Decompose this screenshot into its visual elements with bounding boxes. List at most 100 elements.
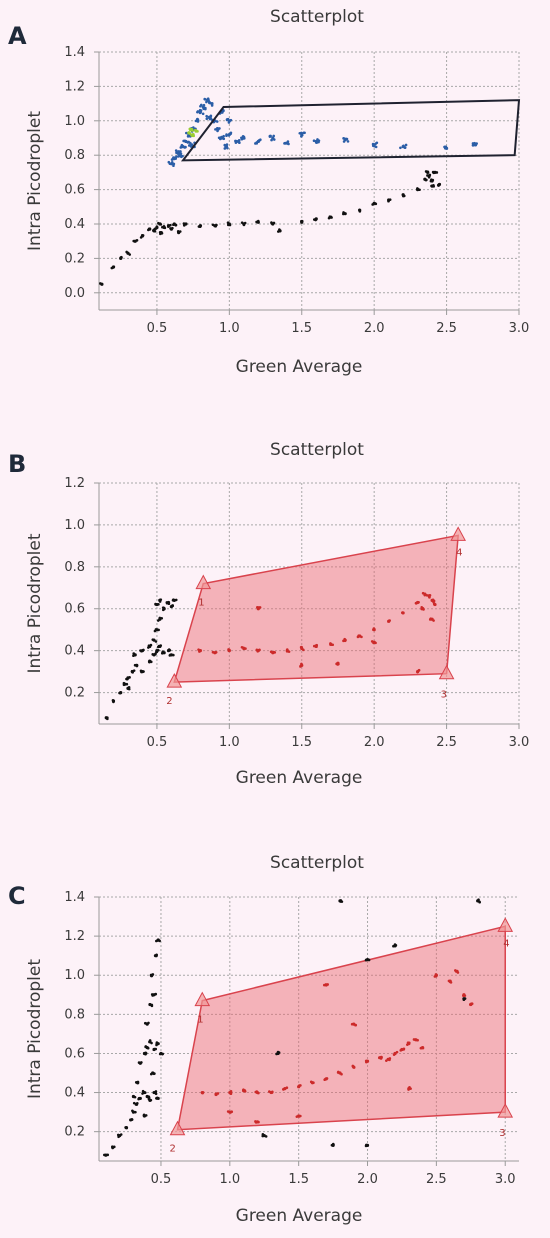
data-point-black: [427, 175, 431, 179]
data-point-blue: [174, 157, 178, 160]
data-point-black: [159, 232, 162, 236]
data-point-black: [169, 227, 172, 230]
data-point-black: [172, 223, 175, 227]
y-tick-label: 0.6: [64, 1046, 85, 1061]
data-point-black: [477, 898, 480, 902]
data-point-black: [430, 184, 433, 188]
data-point-black: [132, 1095, 135, 1098]
x-tick-label: 2.0: [364, 735, 385, 750]
data-point-black: [155, 650, 158, 654]
data-point-red: [340, 1072, 343, 1076]
data-point-green: [193, 128, 197, 132]
data-point-black: [278, 229, 282, 233]
data-point-black: [150, 1041, 153, 1045]
data-point-black: [140, 670, 143, 674]
data-point-blue: [345, 137, 349, 141]
data-point-red: [388, 1058, 391, 1062]
x-tick-label: 0.5: [147, 321, 168, 336]
chart-title: Scatterplot: [270, 440, 364, 460]
x-tick-label: 2.5: [436, 735, 457, 750]
data-point-black: [462, 998, 466, 1002]
data-point-black: [270, 221, 273, 224]
data-point-red: [449, 981, 453, 984]
data-point-black: [136, 1081, 140, 1085]
data-point-red: [374, 641, 377, 645]
gate-polygon: [173, 534, 460, 683]
data-point-blue: [226, 146, 229, 150]
data-point-black: [432, 171, 436, 175]
y-tick-label: 0.2: [64, 686, 85, 701]
data-point-black: [130, 1118, 134, 1121]
data-point-black: [151, 994, 154, 997]
data-point-black: [120, 256, 123, 259]
y-tick-label: 1.0: [64, 518, 85, 533]
data-point-blue: [287, 142, 290, 146]
data-point-red: [350, 1022, 354, 1026]
data-point-blue: [312, 139, 316, 143]
data-point-red: [273, 651, 277, 654]
x-tick-label: 1.0: [219, 735, 240, 750]
data-point-red: [229, 1090, 233, 1093]
y-axis-label: Intra Picodroplet: [25, 533, 45, 673]
data-point-blue: [196, 110, 200, 113]
data-point-black: [226, 221, 230, 225]
data-point-blue: [475, 142, 478, 145]
gate-polygon: [180, 99, 521, 162]
data-point-blue: [223, 147, 227, 150]
gate-polygon: [176, 925, 506, 1131]
data-point-black: [147, 227, 151, 231]
data-point-black: [184, 222, 188, 226]
data-point-black: [163, 226, 167, 230]
data-point-black: [133, 240, 137, 243]
data-point-black: [392, 944, 395, 948]
data-point-black: [160, 651, 164, 655]
data-point-red: [428, 593, 432, 597]
data-point-black: [155, 939, 158, 943]
data-point-black: [148, 1040, 151, 1044]
data-point-black: [176, 229, 180, 233]
data-point-red: [309, 1080, 313, 1084]
data-point-black: [140, 649, 143, 653]
y-tick-label: 0.2: [64, 1125, 85, 1140]
data-point-red: [312, 1081, 315, 1085]
data-point-black: [147, 1097, 151, 1101]
gate-vertex-label: 3: [441, 690, 447, 701]
data-point-blue: [172, 162, 176, 166]
data-point-black: [145, 1022, 148, 1025]
data-point-blue: [229, 118, 233, 122]
data-point-blue: [174, 149, 178, 152]
x-tick-label: 1.0: [219, 1172, 240, 1187]
data-point-red: [395, 1050, 399, 1054]
data-point-blue: [194, 119, 198, 123]
data-point-blue: [171, 157, 174, 161]
data-point-black: [127, 687, 131, 690]
y-tick-label: 0.4: [64, 644, 85, 659]
data-point-blue: [209, 114, 213, 118]
data-point-blue: [222, 134, 225, 138]
data-point-black: [157, 603, 160, 606]
gate-vertex-handle: [450, 526, 467, 541]
data-point-black: [139, 236, 143, 239]
data-point-red: [268, 1090, 271, 1093]
data-point-black: [161, 1052, 165, 1056]
x-tick-label: 1.0: [219, 321, 240, 336]
data-point-black: [140, 233, 144, 237]
y-tick-label: 1.4: [64, 45, 85, 60]
panel-label-b: B: [8, 450, 26, 478]
x-tick-label: 1.5: [291, 321, 312, 336]
data-point-black: [148, 660, 151, 664]
x-tick-label: 2.0: [364, 321, 385, 336]
data-point-black: [339, 900, 342, 903]
x-tick-label: 1.5: [288, 1172, 309, 1187]
data-point-black: [371, 203, 374, 206]
data-point-red: [216, 1092, 220, 1095]
data-point-red: [312, 644, 316, 648]
data-point-black: [428, 173, 432, 177]
data-point-red: [370, 640, 374, 643]
data-point-red: [257, 606, 261, 609]
y-tick-label: 0.6: [64, 183, 85, 198]
data-point-blue: [343, 137, 346, 140]
data-point-red: [214, 1092, 218, 1096]
data-point-black: [154, 602, 157, 606]
